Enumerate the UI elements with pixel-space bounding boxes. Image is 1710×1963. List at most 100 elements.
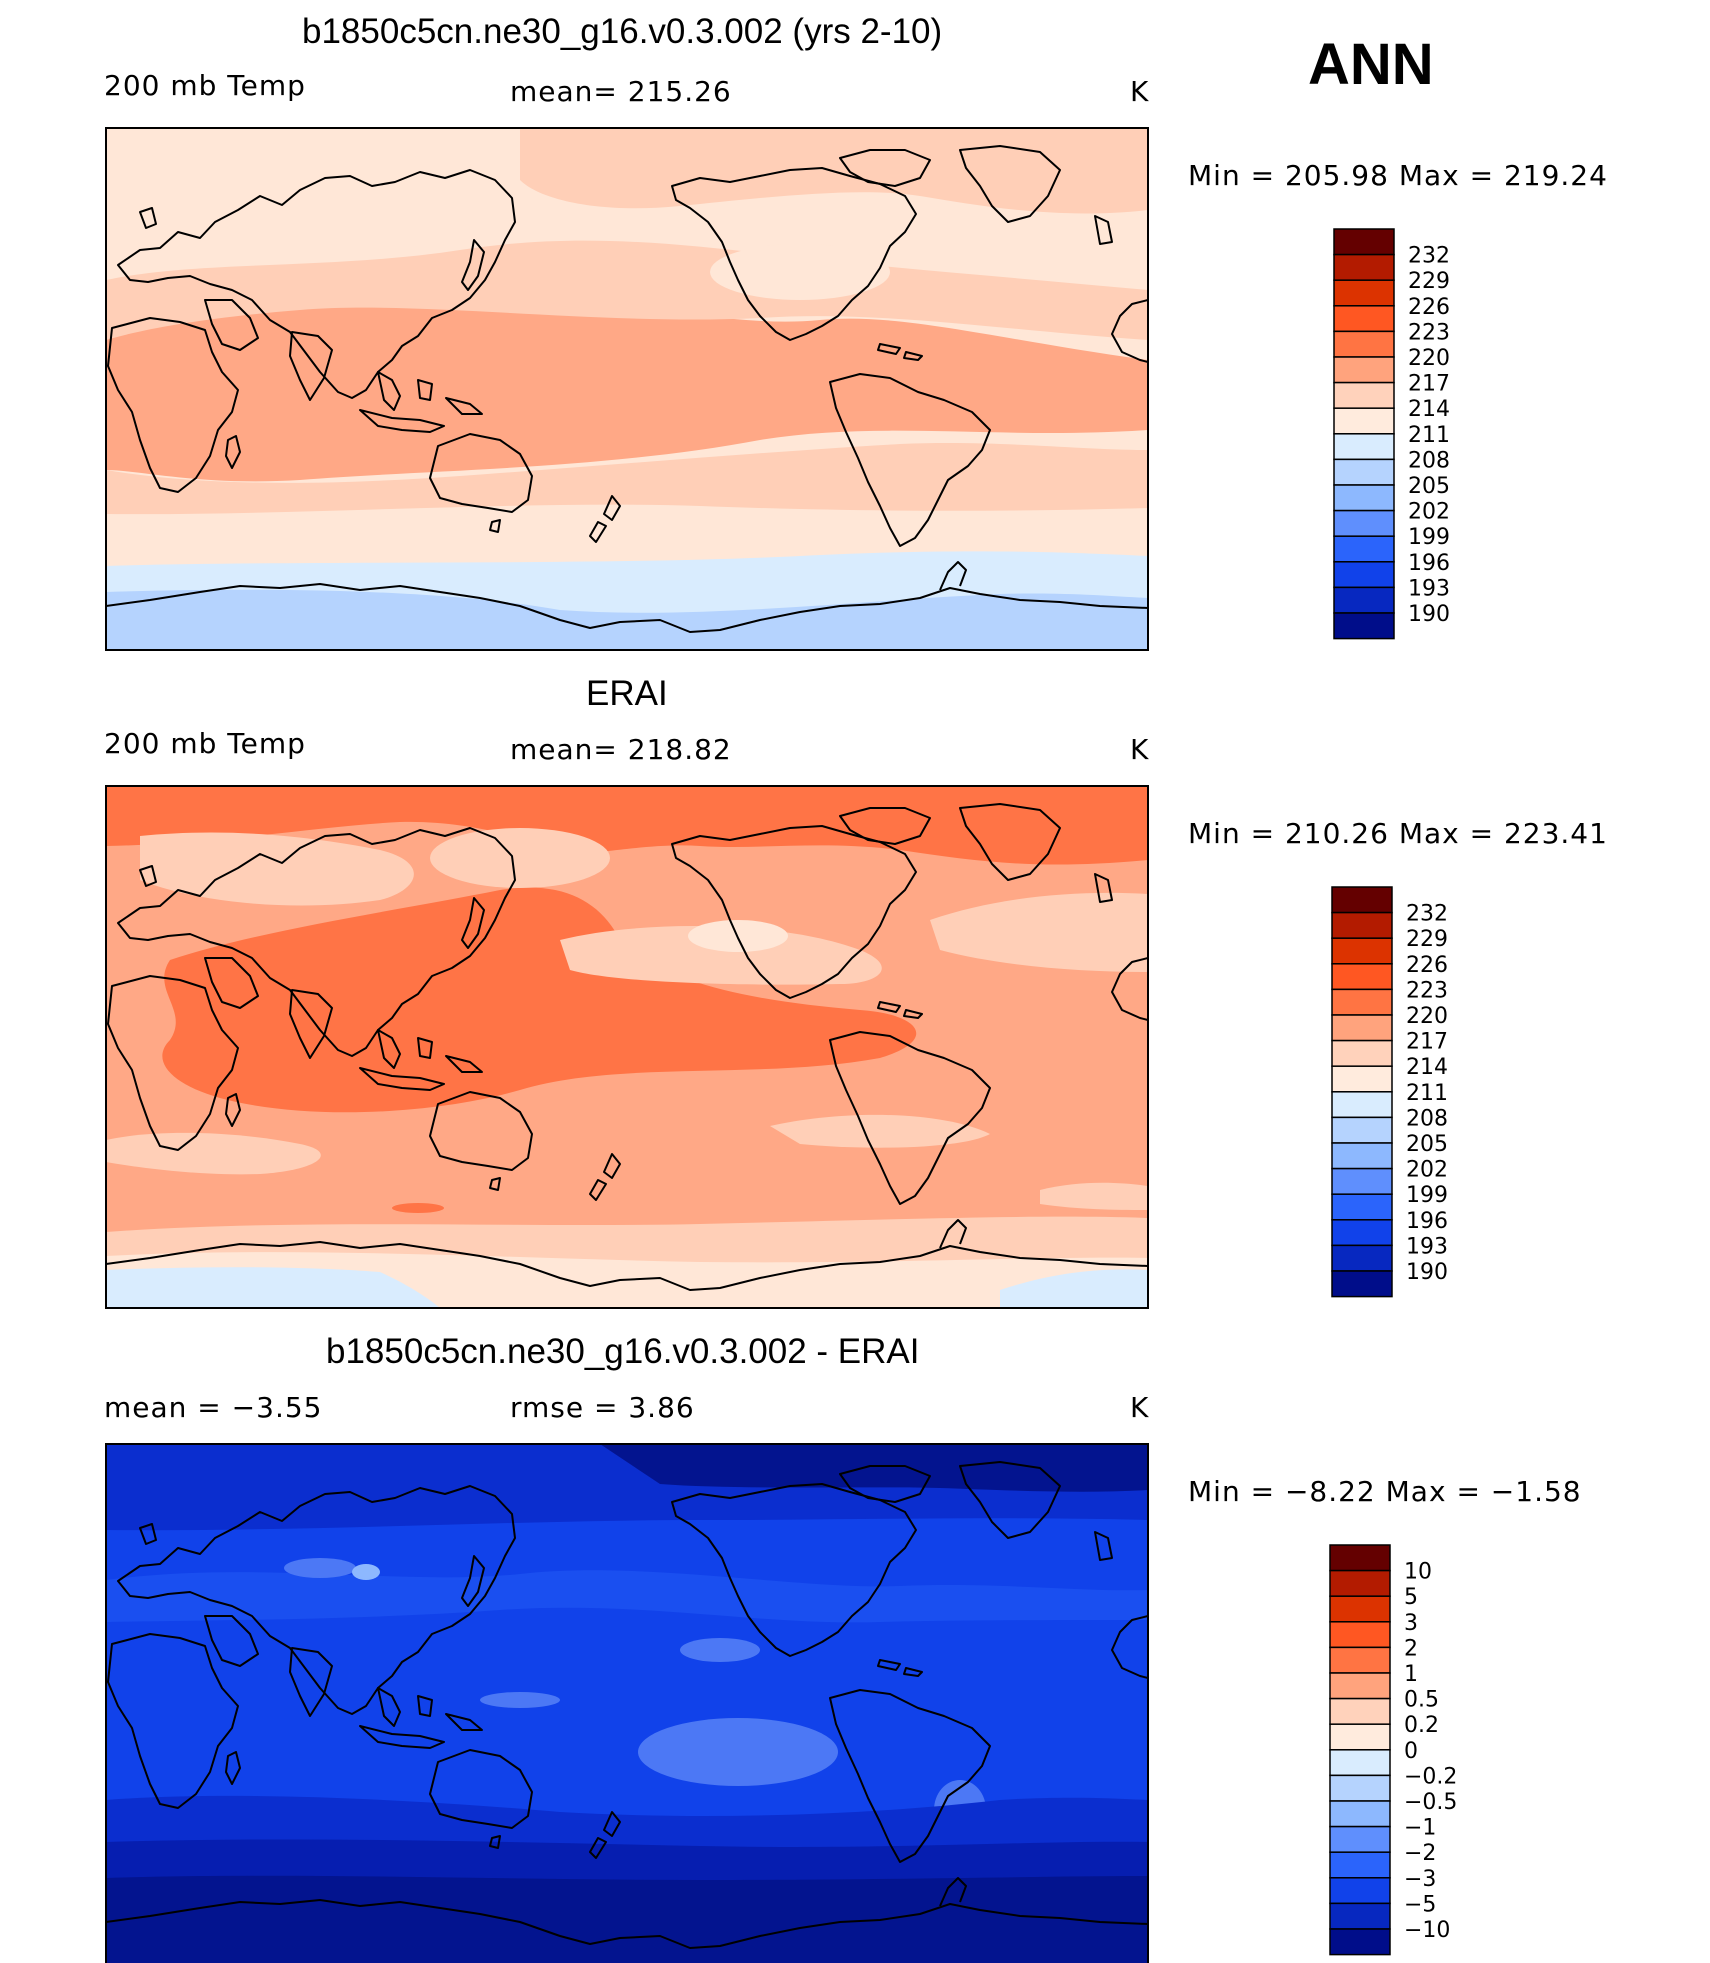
panel1-colorbar-label: 190 [1408, 602, 1450, 627]
panel3-colorbar-label: 1 [1404, 1662, 1418, 1687]
panel2-title: ERAI [586, 674, 668, 713]
panel1-colorbar-box [1333, 509, 1395, 537]
panel2-colorbar-box [1331, 1091, 1393, 1119]
panel2-colorbar-box [1331, 886, 1393, 914]
panel3-colorbar-label: 0.5 [1404, 1688, 1439, 1713]
panel3-colorbar-label: 2 [1404, 1636, 1418, 1661]
colorbars: 2322292262232202172142112082052021991961… [1329, 228, 1457, 1956]
panel3-colorbar-box [1329, 1851, 1391, 1879]
panel1-colorbar-label: 229 [1408, 269, 1450, 294]
panel1-min-max: Min = 205.98 Max = 219.24 [1188, 159, 1608, 192]
panel3-colorbar-label: 0.2 [1404, 1713, 1439, 1738]
panel3-colorbar-label: 10 [1404, 1560, 1432, 1585]
panel1-mean-label: mean= 215.26 [510, 75, 732, 108]
panel3-colorbar-box [1329, 1749, 1391, 1777]
panel1-colorbar-box [1333, 228, 1395, 256]
panel3-patch-indonesia [480, 1692, 560, 1708]
panel2-map [106, 786, 1148, 1308]
panel2-antarctic-blue-east [1000, 1269, 1148, 1308]
panel2-frame [105, 785, 1149, 1309]
panel2-colorbar-label: 226 [1406, 953, 1448, 978]
panel1-colorbar-box [1333, 612, 1395, 640]
panel3-colorbar-box [1329, 1621, 1391, 1649]
panel2-antarctic-blue-west [106, 1267, 440, 1308]
panel2-colorbar-label: 229 [1406, 927, 1448, 952]
panel2-south-atlantic-light [1040, 1182, 1148, 1210]
panel2-variable-label: 200 mb Temp [104, 727, 306, 760]
panel2-colorbar-box [1331, 1142, 1393, 1170]
panel3-colorbar-box [1329, 1928, 1391, 1956]
panel1-colorbar-label: 208 [1408, 448, 1450, 473]
panel3-colorbar-box [1329, 1877, 1391, 1905]
panel1-colorbar-label: 205 [1408, 474, 1450, 499]
panel2-colorbar-box [1331, 1193, 1393, 1221]
panel2-colorbar-label: 199 [1406, 1183, 1448, 1208]
panel2-pacific-light [560, 926, 882, 985]
panel2-colorbar-label: 217 [1406, 1030, 1448, 1055]
panel1-colorbar-label: 226 [1408, 295, 1450, 320]
panel3-patch-asia-core [352, 1564, 380, 1580]
panel2-colorbar-label: 208 [1406, 1106, 1448, 1131]
panel3-colorbar-label: −0.2 [1404, 1764, 1457, 1789]
panel2-colorbar-box [1331, 1270, 1393, 1298]
panel3-colorbar-label: −2 [1404, 1841, 1436, 1866]
panel1-colorbar-label: 232 [1408, 244, 1450, 269]
panel3-mean-label: mean = −3.55 [104, 1391, 323, 1424]
panel3-colorbar-label: 0 [1404, 1739, 1418, 1764]
panel1-colorbar-box [1333, 330, 1395, 358]
panel1-north-midlat-band [106, 240, 1148, 340]
panel1-variable-label: 200 mb Temp [104, 69, 306, 102]
panel3-colorbar-box [1329, 1723, 1391, 1751]
panel1-colorbar-box [1333, 279, 1395, 307]
panel3-colorbar-box [1329, 1646, 1391, 1674]
panel3-colorbar-box [1329, 1595, 1391, 1623]
panel1-colorbar-label: 202 [1408, 500, 1450, 525]
panel3-colorbar-box [1329, 1825, 1391, 1853]
panel2-colorbar-label: 193 [1406, 1234, 1448, 1259]
panel3-colorbar-box [1329, 1544, 1391, 1572]
panel2-colorbar-label: 232 [1406, 902, 1448, 927]
panel3-units: K [1130, 1391, 1150, 1424]
panel3-colorbar-box [1329, 1774, 1391, 1802]
panel2-colorbar-box [1331, 1065, 1393, 1093]
panel2-colorbar-label: 205 [1406, 1132, 1448, 1157]
panel2-min-max: Min = 210.26 Max = 223.41 [1188, 817, 1608, 850]
panel3-map [106, 1444, 1148, 1963]
panel1-colorbar-label: 217 [1408, 372, 1450, 397]
panel2-colorbar-box [1331, 1116, 1393, 1144]
panel1-colorbar-box [1333, 407, 1395, 435]
panel1-colorbar-box [1333, 381, 1395, 409]
panel3-title: b1850c5cn.ne30_g16.v0.3.002 - ERAI [326, 1332, 920, 1371]
panel2-colorbar-label: 202 [1406, 1158, 1448, 1183]
panel1-colorbar-label: 220 [1408, 346, 1450, 371]
panel1-colorbar-box [1333, 356, 1395, 384]
panel3-colorbar-box [1329, 1569, 1391, 1597]
panel2-colorbar-box [1331, 963, 1393, 991]
panel1-colorbar-box [1333, 305, 1395, 333]
panel3-colorbar-label: −10 [1404, 1918, 1450, 1943]
panel2-colorbar-box [1331, 911, 1393, 939]
panel2-asia-light [430, 828, 610, 888]
panel1-map [106, 128, 1148, 650]
panel1-colorbar-box [1333, 586, 1395, 614]
panel1-title: b1850c5cn.ne30_g16.v0.3.002 (yrs 2-10) [302, 12, 943, 51]
season-label: ANN [1308, 32, 1434, 97]
panel3-colorbar-label: 5 [1404, 1585, 1418, 1610]
panel1-colorbar-box [1333, 433, 1395, 461]
panel2-colorbar-label: 196 [1406, 1209, 1448, 1234]
panel1-colorbar-label: 211 [1408, 423, 1450, 448]
panel1-south-midlat-band [106, 443, 1148, 515]
panel3-subtropic-band [106, 1570, 1148, 1623]
panel3-colorbar-box [1329, 1697, 1391, 1725]
panel2-colorbar-box [1331, 1014, 1393, 1042]
panel1-frame [105, 127, 1149, 651]
panel1-pale-patch [710, 244, 890, 300]
panel3-rmse-label: rmse = 3.86 [510, 1391, 695, 1424]
panel3-frame [105, 1443, 1149, 1963]
panel2-atlantic-light [930, 892, 1148, 972]
panel2-warm-spot [392, 1203, 444, 1213]
panel3-patch-south-pacific [638, 1718, 838, 1786]
panel3-min-max: Min = −8.22 Max = −1.58 [1188, 1475, 1582, 1508]
panel2-colorbar-label: 223 [1406, 978, 1448, 1003]
